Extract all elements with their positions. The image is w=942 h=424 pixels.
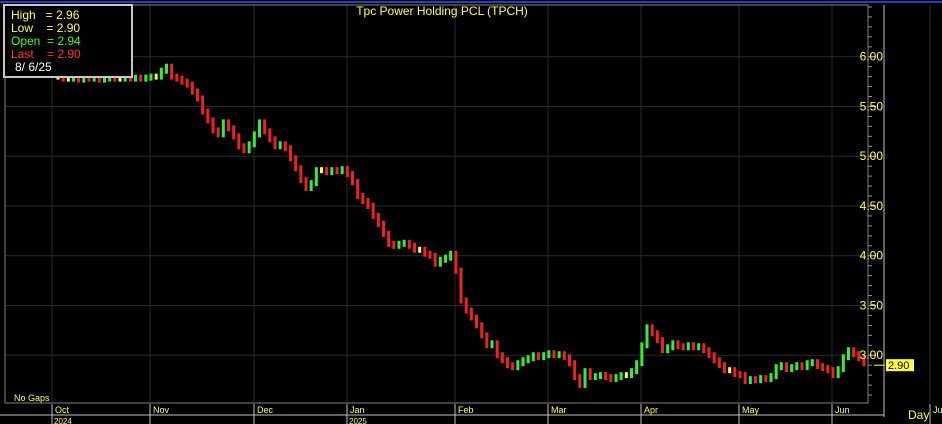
x-tick-label: Feb: [458, 405, 474, 415]
y-tick-label: 5.50: [860, 99, 884, 113]
plot-frame: [4, 4, 869, 404]
open-value: 2.94: [57, 34, 81, 48]
x-tick-label: Apr: [644, 405, 658, 415]
last-price-label: 2.90: [888, 360, 909, 372]
last-price-tag: [886, 359, 914, 372]
x-tick-label: Nov: [153, 405, 170, 415]
y-tick-label: 3.50: [860, 298, 884, 312]
ohlc-bars: [56, 63, 866, 389]
y-axis-labels: 6.00 5.50 5.00 4.50 4.00 3.50 3.00: [860, 50, 884, 362]
x-tick-label: May: [742, 405, 760, 415]
open-row: Open = 2.94: [11, 34, 81, 48]
chart-title: Tpc Power Holding PCL (TPCH): [356, 4, 528, 18]
high-label: High: [11, 8, 36, 22]
x-axis-labels: Oct 2024 Nov Dec Jan 2025 Feb Mar Apr May Jun Jul: [54, 405, 942, 424]
y-tick-label: 4.50: [860, 199, 884, 213]
last-price-marker: 2.90: [874, 359, 914, 372]
high-row: High = 2.96: [11, 8, 80, 22]
y-tick-label: 6.00: [860, 50, 884, 64]
y-tick-label: 3.00: [860, 348, 884, 362]
x-tick-label: Jul: [933, 405, 942, 415]
x-year-label: 2025: [349, 417, 367, 424]
x-tick-label: Mar: [551, 405, 567, 415]
last-label: Last: [11, 47, 34, 61]
last-value: 2.90: [57, 47, 81, 61]
x-tick-label: Jan: [350, 405, 365, 415]
low-row: Low = 2.90: [11, 21, 81, 35]
x-tick-label: Oct: [55, 405, 70, 415]
low-label: Low: [11, 21, 34, 35]
ohlc-info-box: High = 2.96 Low = 2.90 Open = 2.94 Last …: [3, 4, 133, 78]
y-tick-label: 5.00: [860, 149, 884, 163]
x-tick-label: Dec: [257, 405, 274, 415]
period-label: Day: [908, 408, 930, 422]
gaps-note: No Gaps: [14, 393, 50, 403]
high-value: 2.96: [56, 8, 80, 22]
open-label: Open: [11, 34, 41, 48]
date-row: 8/ 6/25: [15, 60, 52, 74]
x-year-label: 2024: [54, 417, 72, 424]
grid-lines: [5, 5, 931, 403]
low-value: 2.90: [56, 21, 81, 35]
y-tick-label: 4.00: [860, 249, 884, 263]
x-tick-label: Jun: [835, 405, 850, 415]
last-row: Last = 2.90: [11, 47, 81, 61]
